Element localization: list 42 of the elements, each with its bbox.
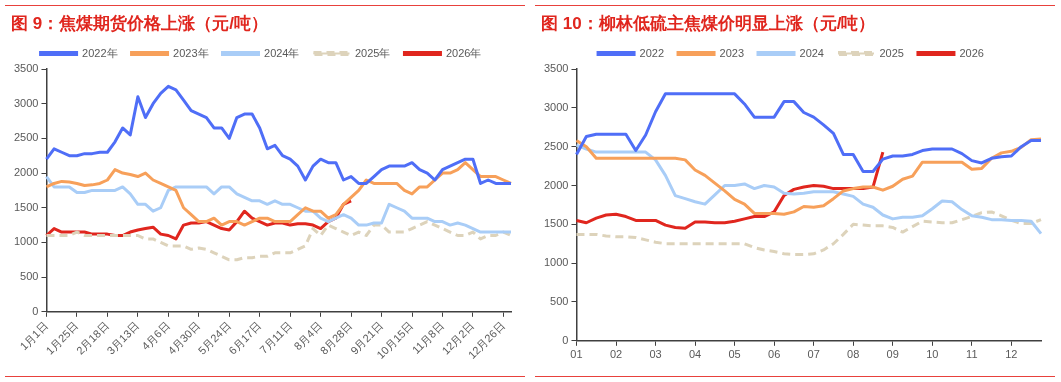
x-tick-label: 07: [807, 348, 820, 361]
line-series: [574, 210, 1043, 257]
x-tick-label: 03: [649, 348, 662, 361]
x-tick-label: 06: [768, 348, 781, 361]
line-series: [44, 220, 513, 262]
y-tick-label: 500: [550, 295, 569, 307]
x-tick-label: 08: [847, 348, 860, 361]
y-tick-label: 2500: [543, 139, 569, 152]
legend-label: 2022年: [82, 46, 118, 59]
y-tick-label: 2000: [13, 166, 39, 179]
y-tick-label: 1000: [13, 235, 39, 248]
legend-label: 2024: [799, 46, 824, 59]
chart-title: 图 10：柳林低硫主焦煤价明显上涨（元/吨）: [541, 13, 877, 34]
legend-label: 2025年: [354, 46, 391, 59]
legend-label: 2023年: [173, 46, 209, 59]
legend-label: 2026年: [445, 46, 482, 59]
y-tick-label: 3000: [13, 96, 39, 109]
y-tick-label: 1500: [13, 200, 39, 213]
x-tick-label: 11: [966, 348, 978, 361]
x-tick-label: 01: [570, 348, 583, 361]
legend-label: 2025: [879, 46, 904, 59]
y-tick-label: 3000: [543, 100, 569, 113]
chart-title: 图 9：焦煤期货价格上涨（元/吨）: [11, 13, 269, 34]
y-tick-label: 0: [32, 304, 39, 317]
y-tick-label: 3500: [543, 62, 569, 75]
x-tick-label: 12: [1005, 348, 1018, 361]
x-tick-label: 05: [728, 348, 741, 361]
legend-label: 2026: [959, 46, 984, 59]
x-tick-label: 02: [609, 348, 623, 361]
x-tick-label: 04: [688, 348, 702, 361]
x-tick-label: 09: [886, 348, 899, 361]
y-tick-label: 3500: [13, 62, 39, 75]
y-tick-label: 2500: [13, 131, 39, 144]
y-tick-label: 0: [562, 333, 569, 346]
y-tick-label: 500: [20, 270, 39, 283]
legend-label: 2022: [639, 46, 665, 59]
x-tick-label: 10: [926, 348, 939, 361]
y-tick-label: 1500: [543, 217, 569, 230]
legend-label: 2024年: [264, 46, 300, 59]
y-tick-label: 2000: [543, 178, 569, 191]
legend-label: 2023: [719, 46, 745, 59]
y-tick-label: 1000: [543, 256, 569, 269]
